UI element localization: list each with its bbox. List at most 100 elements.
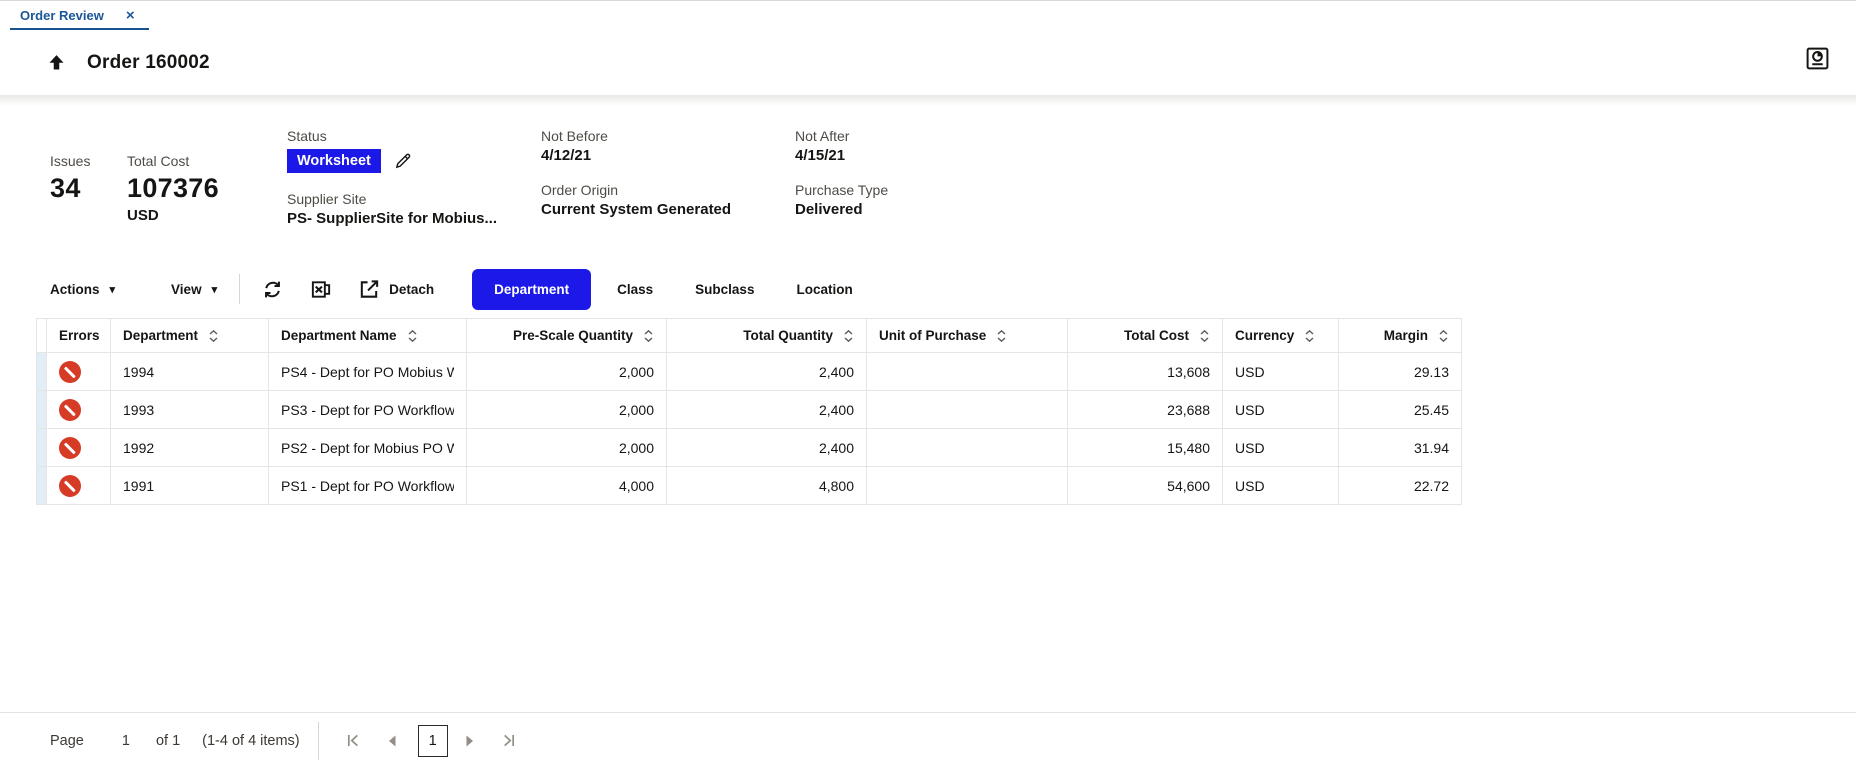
table-row[interactable]: 1991 PS1 - Dept for PO Workflow 4,000 4,… — [36, 466, 1462, 505]
pre-scale-quantity-cell: 4,000 — [466, 466, 667, 505]
next-page-button[interactable] — [460, 730, 480, 752]
order-origin-value: Current System Generated — [541, 201, 732, 218]
department-cell: 1994 — [110, 352, 269, 391]
column-header-total-quantity[interactable]: Total Quantity — [666, 318, 867, 353]
export-to-excel-button[interactable] — [309, 278, 333, 301]
total-quantity-cell: 4,800 — [666, 466, 867, 505]
export-excel-icon — [309, 278, 333, 301]
tab-order-review[interactable]: Order Review × — [10, 2, 149, 31]
unit-of-purchase-cell — [866, 428, 1068, 467]
refresh-icon — [260, 278, 285, 301]
total-cost-cell: 54,600 — [1067, 466, 1223, 505]
department-table: Errors Department Department Name Pre-Sc… — [36, 318, 1462, 505]
table-header-row: Errors Department Department Name Pre-Sc… — [36, 318, 1462, 353]
row-indicator — [36, 390, 47, 429]
page-title: Order 160002 — [87, 51, 210, 73]
supplier-site-label: Supplier Site — [287, 191, 367, 207]
margin-cell: 31.94 — [1338, 428, 1462, 467]
total-cost-currency: USD — [127, 207, 159, 224]
unit-of-purchase-cell — [866, 390, 1068, 429]
refresh-button[interactable] — [260, 278, 285, 301]
total-quantity-cell: 2,400 — [666, 390, 867, 429]
row-indicator — [36, 466, 47, 505]
order-summary: Issues 34 Total Cost 107376 USD Status W… — [0, 105, 1856, 260]
actions-menu-label: Actions — [50, 281, 100, 297]
error-blocked-icon — [59, 398, 81, 421]
column-header-errors: Errors — [46, 318, 111, 353]
department-cell: 1991 — [110, 466, 269, 505]
chevron-down-icon: ▾ — [211, 283, 218, 296]
detach-icon — [357, 278, 381, 301]
next-page-icon — [464, 734, 476, 748]
detach-label: Detach — [389, 281, 435, 297]
close-icon[interactable]: × — [125, 6, 135, 24]
tab-class[interactable]: Class — [601, 270, 669, 309]
column-header-department-name[interactable]: Department Name — [268, 318, 467, 353]
total-quantity-cell: 2,400 — [666, 428, 867, 467]
column-header-margin[interactable]: Margin — [1338, 318, 1462, 353]
back-up-button[interactable] — [48, 54, 65, 71]
department-name-cell: PS4 - Dept for PO Mobius W — [268, 352, 467, 391]
recent-activity-button[interactable] — [1805, 46, 1830, 71]
page-number-input[interactable]: 1 — [121, 732, 130, 749]
column-header-unit-of-purchase[interactable]: Unit of Purchase — [866, 318, 1068, 353]
unit-of-purchase-cell — [866, 466, 1068, 505]
sort-icon — [1199, 328, 1210, 344]
purchase-type-label: Purchase Type — [795, 182, 889, 198]
header-shadow-divider — [0, 95, 1856, 105]
toolbar-divider — [239, 274, 241, 304]
summary-status-column: Status Worksheet Supplier Site PS- Suppl… — [287, 128, 527, 227]
currency-cell: USD — [1222, 466, 1339, 505]
department-cell: 1993 — [110, 390, 269, 429]
arrow-up-icon — [48, 54, 65, 71]
not-before-value: 4/12/21 — [541, 147, 592, 164]
edit-status-button[interactable] — [393, 151, 413, 171]
margin-cell: 25.45 — [1338, 390, 1462, 429]
document-tab-bar: Order Review × — [0, 0, 1856, 31]
order-origin-label: Order Origin — [541, 182, 619, 198]
sort-icon — [1438, 328, 1449, 344]
last-page-icon — [500, 732, 517, 749]
tab-location[interactable]: Location — [780, 270, 868, 309]
paginator: Page 1 of 1 (1-4 of 4 items) 1 — [0, 712, 1856, 768]
column-header-department[interactable]: Department — [110, 318, 269, 353]
currency-cell: USD — [1222, 390, 1339, 429]
issues-label: Issues — [50, 153, 91, 169]
department-name-cell: PS2 - Dept for Mobius PO W — [268, 428, 467, 467]
summary-total-cost: Total Cost 107376 USD — [127, 153, 219, 224]
errors-cell — [46, 428, 111, 467]
table-row[interactable]: 1994 PS4 - Dept for PO Mobius W 2,000 2,… — [36, 352, 1462, 391]
view-menu-button[interactable]: View ▾ — [171, 282, 217, 297]
department-cell: 1992 — [110, 428, 269, 467]
last-page-button[interactable] — [496, 728, 521, 753]
tab-department[interactable]: Department — [472, 268, 592, 310]
detach-button[interactable]: Detach — [357, 278, 434, 301]
column-header-total-cost[interactable]: Total Cost — [1067, 318, 1223, 353]
purchase-type-value: Delivered — [795, 201, 863, 218]
table-row[interactable]: 1993 PS3 - Dept for PO Workflow 2,000 2,… — [36, 390, 1462, 429]
table-row[interactable]: 1992 PS2 - Dept for Mobius PO W 2,000 2,… — [36, 428, 1462, 467]
not-after-value: 4/15/21 — [795, 147, 846, 164]
previous-page-button[interactable] — [382, 730, 402, 752]
previous-page-icon — [386, 734, 398, 748]
current-page-button[interactable]: 1 — [417, 724, 448, 757]
pre-scale-quantity-cell: 2,000 — [466, 390, 667, 429]
tab-subclass[interactable]: Subclass — [679, 270, 770, 309]
actions-menu-button[interactable]: Actions ▾ — [50, 282, 115, 297]
sort-icon — [843, 328, 854, 344]
page-label: Page — [50, 732, 84, 749]
errors-cell — [46, 390, 111, 429]
department-name-cell: PS1 - Dept for PO Workflow — [268, 466, 467, 505]
first-page-button[interactable] — [341, 728, 366, 753]
column-header-currency[interactable]: Currency — [1222, 318, 1339, 353]
paginator-divider — [317, 721, 319, 760]
column-header-pre-scale-quantity[interactable]: Pre-Scale Quantity — [466, 318, 667, 353]
summary-dates-column: Not Before 4/12/21 Order Origin Current … — [541, 128, 771, 218]
supplier-site-value: PS- SupplierSite for Mobius... — [287, 210, 498, 227]
row-indicator-header — [36, 318, 47, 353]
total-cost-value: 107376 — [127, 173, 219, 203]
error-blocked-icon — [59, 436, 81, 459]
department-table-region: Errors Department Department Name Pre-Sc… — [0, 318, 1856, 712]
total-cost-label: Total Cost — [127, 153, 190, 169]
level-tabs: Department Class Subclass Location — [472, 268, 869, 310]
